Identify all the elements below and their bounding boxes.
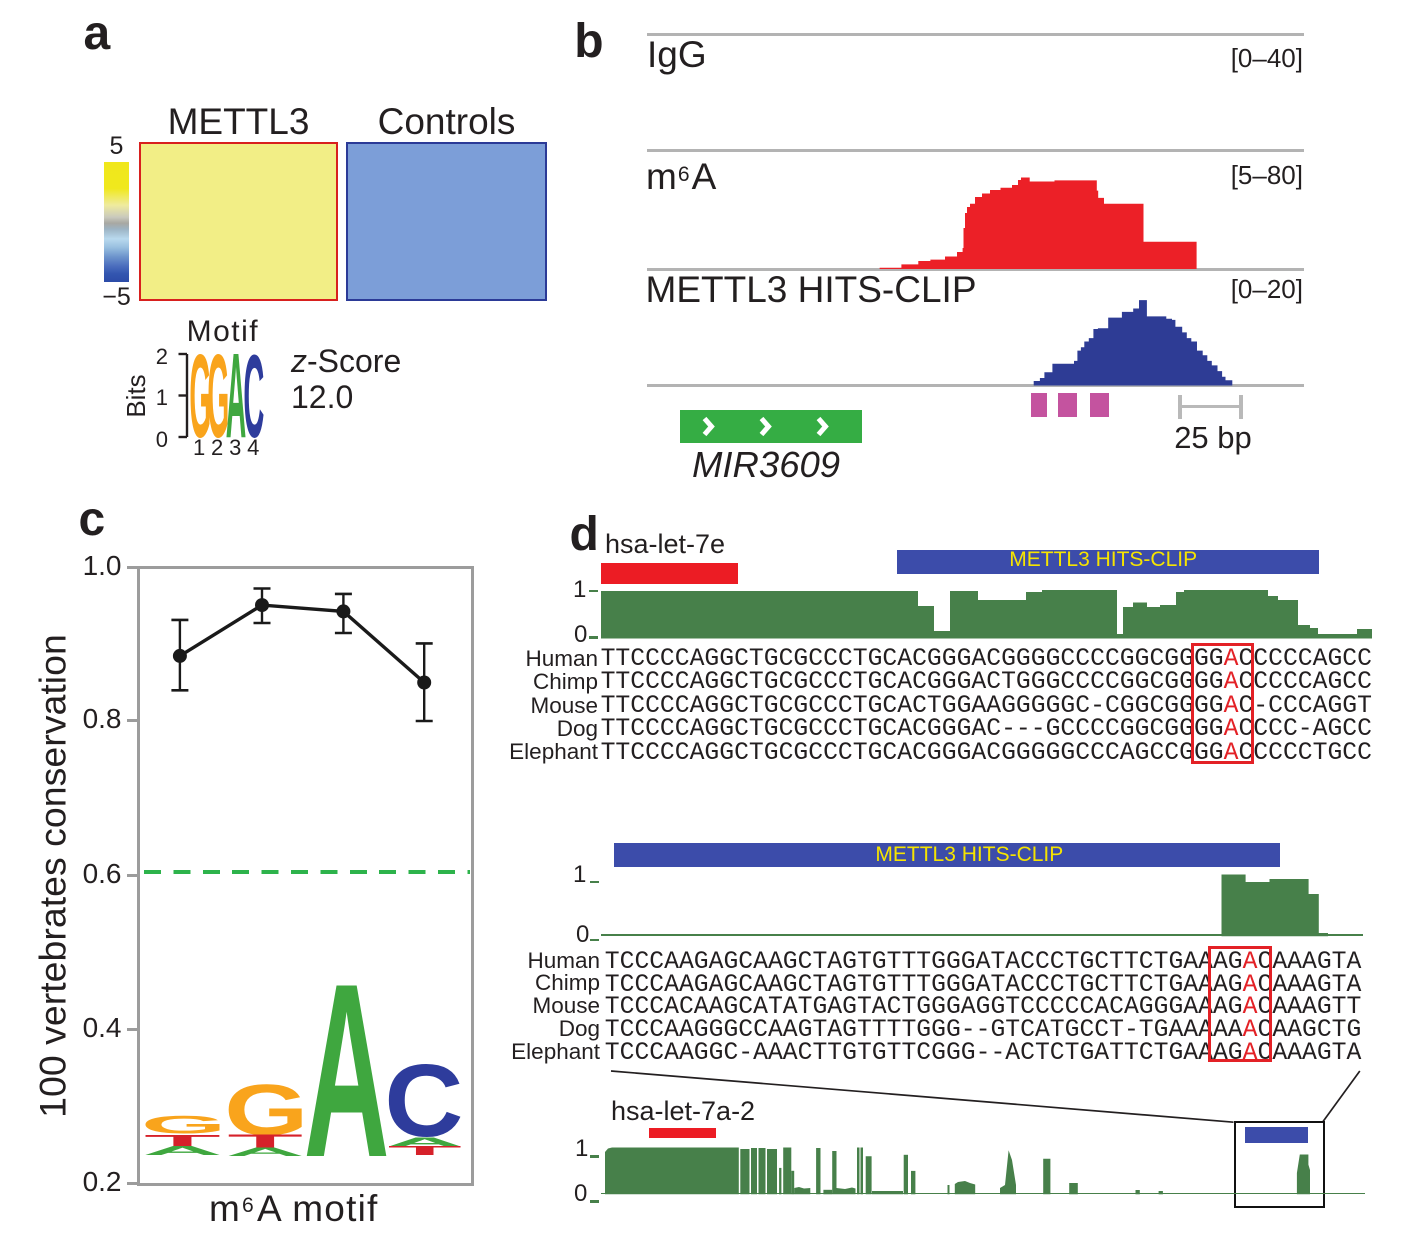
svg-text:G: G [141, 1111, 226, 1139]
svg-text:G: G [224, 1070, 308, 1150]
svg-text:A: A [226, 1145, 305, 1159]
svg-text:A: A [304, 980, 390, 1160]
svg-text:C: C [384, 1043, 463, 1158]
svg-text:G: G [207, 345, 229, 445]
svg-text:G: G [189, 345, 211, 445]
svg-text:T: T [388, 1144, 462, 1158]
svg-text:A: A [143, 1144, 223, 1158]
svg-text:A: A [226, 345, 246, 445]
svg-text:A: A [386, 1135, 463, 1150]
svg-text:T: T [227, 1131, 303, 1152]
svg-text:T: T [144, 1131, 221, 1150]
svg-text:C: C [243, 345, 264, 445]
